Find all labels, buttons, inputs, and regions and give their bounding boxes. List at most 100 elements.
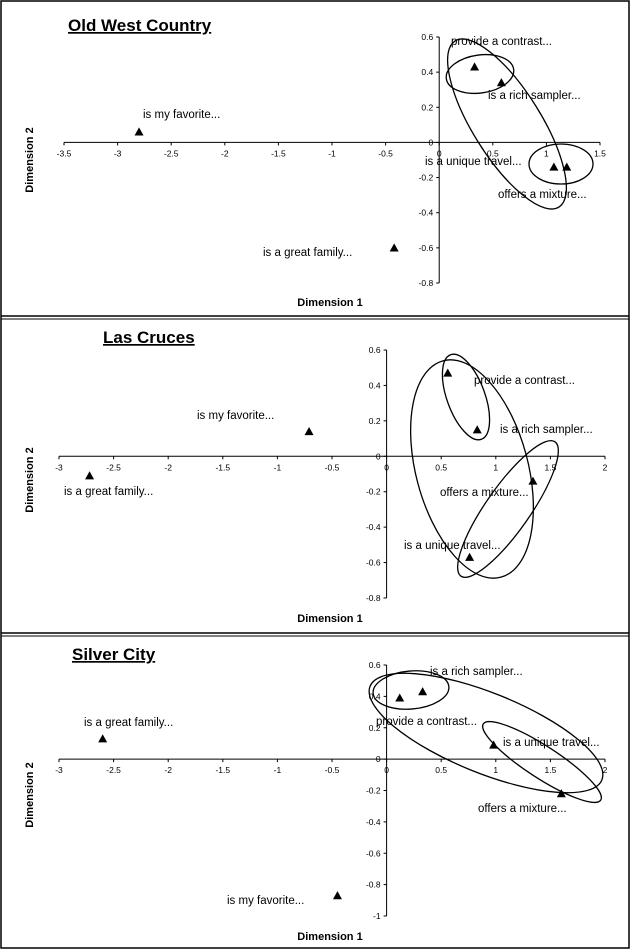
y-tick-label: -0.4 (366, 522, 381, 532)
y-tick-label: -0.2 (366, 786, 381, 796)
x-tick-label: -0.5 (325, 462, 340, 472)
y-axis-label: Dimension 2 (24, 127, 36, 192)
x-tick-label: -1 (274, 462, 282, 472)
y-tick-label: 0 (376, 754, 381, 764)
point-label: is a unique travel... (404, 540, 501, 552)
cluster-ellipse (372, 670, 450, 710)
point-is-my-favorite (85, 471, 95, 480)
point-is-a-unique-travel (549, 162, 559, 171)
point-label: is a great family... (263, 247, 352, 259)
panel-las-cruces: Las Cruces -3 -2.5 -2 -1.5 -1 -0.5 0 0.5 1 1.5 2 0.6… (24, 328, 608, 625)
cluster-ellipse (528, 143, 594, 185)
x-tick-label: 2 (603, 462, 608, 472)
x-tick-label: 0.5 (435, 462, 447, 472)
x-tick-label: 0 (384, 765, 389, 775)
x-tick-label: -3 (55, 462, 63, 472)
cluster-ellipse (368, 672, 604, 794)
point-label: is a rich sampler... (500, 424, 593, 436)
point-label: offers a mixture... (478, 803, 567, 815)
cluster-ellipse (445, 53, 515, 95)
point-label: is a great family... (64, 486, 153, 498)
y-tick-label: -0.4 (419, 208, 434, 218)
y-tick-label: 0.4 (369, 380, 381, 390)
y-tick-label: -0.6 (419, 243, 434, 253)
point-is-a-unique-travel (465, 552, 475, 561)
point-is-a-rich-sampler (496, 78, 506, 87)
x-tick-label: -1.5 (215, 765, 230, 775)
x-tick-label: -2 (164, 765, 172, 775)
x-tick-label: -1 (328, 148, 336, 158)
point-offers-a-mixture (528, 476, 538, 485)
x-tick-label: 1 (544, 148, 549, 158)
x-axis-label: Dimension 1 (297, 297, 362, 309)
x-tick-label: 1 (493, 462, 498, 472)
x-tick-label: -3 (55, 765, 63, 775)
x-tick-label: 0 (384, 462, 389, 472)
y-tick-label: 0.4 (369, 691, 381, 701)
point-is-my-favorite (134, 127, 144, 136)
x-tick-label: 1 (493, 765, 498, 775)
point-label: offers a mixture... (440, 487, 529, 499)
point-label: is a great family... (84, 717, 173, 729)
y-tick-label: -0.8 (366, 880, 381, 890)
panel-title: Old West Country (68, 16, 212, 35)
x-tick-label: -0.5 (378, 148, 393, 158)
y-axis-label: Dimension 2 (24, 762, 36, 827)
point-label: is a unique travel... (503, 737, 600, 749)
y-tick-label: -0.2 (366, 487, 381, 497)
point-label: is my favorite... (143, 109, 220, 121)
point-label: is a unique travel... (425, 156, 522, 168)
x-tick-label: 0.5 (435, 765, 447, 775)
y-tick-label: -0.4 (366, 817, 381, 827)
point-label: is a rich sampler... (430, 666, 523, 678)
x-tick-label: -2.5 (106, 462, 121, 472)
x-axis-label: Dimension 1 (297, 613, 362, 625)
x-tick-label: -0.5 (325, 765, 340, 775)
x-tick-label: 1.5 (544, 462, 556, 472)
x-tick-label: -3.5 (57, 148, 72, 158)
panel-old-west-country: Old West Country-3.5 -3 -2.5 -2 -1.5 -1 -0.5 0 0… (24, 16, 606, 309)
point-label: is a rich sampler... (488, 90, 581, 102)
point-is-a-rich-sampler (472, 425, 482, 434)
point-is-a-unique-travel (489, 740, 499, 749)
y-tick-label: -0.8 (366, 593, 381, 603)
x-tick-label: -2.5 (164, 148, 179, 158)
point-is-a-great-family (389, 243, 399, 252)
y-tick-label: 0.2 (369, 723, 381, 733)
panel-title: Silver City (72, 645, 156, 664)
x-tick-label: -1 (274, 765, 282, 775)
point-provide-a-contrast (395, 693, 405, 702)
y-tick-label: 0.6 (369, 345, 381, 355)
point-is-a-great-family (332, 891, 342, 900)
y-axis-label: Dimension 2 (24, 447, 36, 512)
point-label: is my favorite... (227, 895, 304, 907)
cluster-ellipse (441, 353, 491, 441)
y-tick-label: 0.6 (421, 32, 433, 42)
x-tick-label: 0 (437, 148, 442, 158)
y-tick-label: -0.8 (419, 278, 434, 288)
y-tick-label: 0 (376, 451, 381, 461)
point-is-my-favorite (98, 734, 108, 743)
cluster-ellipse (456, 440, 560, 578)
point-is-a-great-family (304, 426, 314, 436)
x-axis-label: Dimension 1 (297, 931, 362, 943)
point-label: provide a contrast... (451, 36, 552, 48)
point-is-a-rich-sampler (418, 687, 428, 696)
x-tick-label: 0.5 (487, 148, 499, 158)
cluster-ellipse (481, 720, 603, 804)
x-tick-label: -1.5 (271, 148, 286, 158)
x-tick-label: 1.5 (594, 148, 606, 158)
y-tick-label: -0.6 (366, 848, 381, 858)
x-tick-label: 2 (603, 765, 608, 775)
x-tick-label: -2 (164, 462, 172, 472)
point-provide-a-contrast (470, 62, 480, 71)
y-tick-label: -1 (373, 911, 381, 921)
point-label: offers a mixture... (498, 189, 587, 201)
y-tick-label: -0.6 (366, 558, 381, 568)
cluster-ellipse (409, 359, 535, 579)
y-tick-label: -0.2 (419, 173, 434, 183)
x-tick-label: -3 (114, 148, 122, 158)
panel-silver-city: Silver City -3 -2.5 -2 -1.5 -1 -0.5 0 0.5 1 1.5 2 0.… (24, 645, 608, 943)
